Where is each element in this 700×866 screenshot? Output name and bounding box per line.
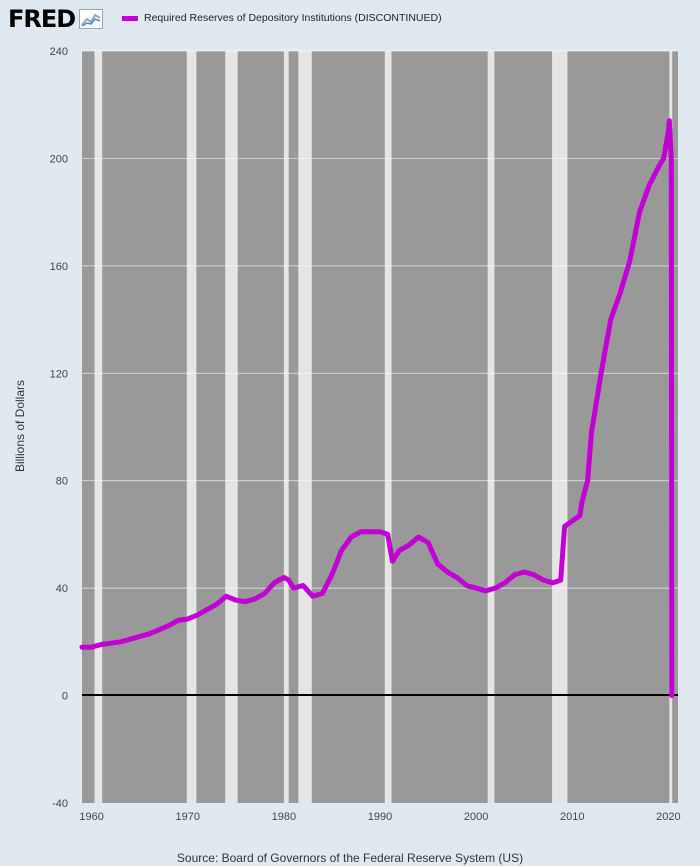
chart-header: FRED Required Reserves of Depository Ins… <box>0 0 700 36</box>
recession-bands <box>94 51 673 803</box>
fred-logo[interactable]: FRED <box>8 4 104 34</box>
x-tick-label: 1970 <box>175 811 199 823</box>
x-tick-label: 1990 <box>368 811 392 823</box>
fred-logo-text: FRED <box>8 5 76 33</box>
y-tick-label: 160 <box>50 261 68 273</box>
line-graph-icon <box>79 9 104 29</box>
x-tick-label: 2000 <box>464 811 488 823</box>
x-tick-label: 2010 <box>560 811 584 823</box>
y-axis-label: Billions of Dollars <box>13 379 27 473</box>
recession-band <box>487 51 495 803</box>
legend-swatch <box>122 15 138 21</box>
recession-band <box>298 51 312 803</box>
legend-label: Required Reserves of Depository Institut… <box>144 12 442 24</box>
y-axis-ticks: -40 0 40 80 120 160 200 240 <box>50 46 68 810</box>
y-tick-label: 120 <box>50 368 68 380</box>
y-tick-label: 0 <box>62 691 68 703</box>
y-tick-label: 200 <box>50 153 68 165</box>
recession-band <box>384 51 392 803</box>
x-tick-label: 1980 <box>272 811 296 823</box>
recession-band <box>552 51 568 803</box>
y-tick-label: 40 <box>56 583 68 595</box>
legend: Required Reserves of Depository Institut… <box>122 12 442 24</box>
recession-band <box>225 51 238 803</box>
recession-band <box>283 51 289 803</box>
plot-background <box>82 51 678 803</box>
x-tick-label: 2020 <box>656 811 680 823</box>
y-tick-label: 240 <box>50 46 68 58</box>
grid-lines <box>82 50 678 589</box>
y-tick-label: 80 <box>56 476 68 488</box>
series-line <box>79 118 675 699</box>
y-tick-label: -40 <box>52 798 68 810</box>
x-tick-label: 1960 <box>79 811 103 823</box>
recession-band <box>94 51 103 803</box>
recession-band <box>186 51 197 803</box>
source-note: Source: Board of Governors of the Federa… <box>176 851 524 865</box>
x-axis-ticks: 1960 1970 1980 1990 2000 2010 2020 <box>79 811 680 823</box>
